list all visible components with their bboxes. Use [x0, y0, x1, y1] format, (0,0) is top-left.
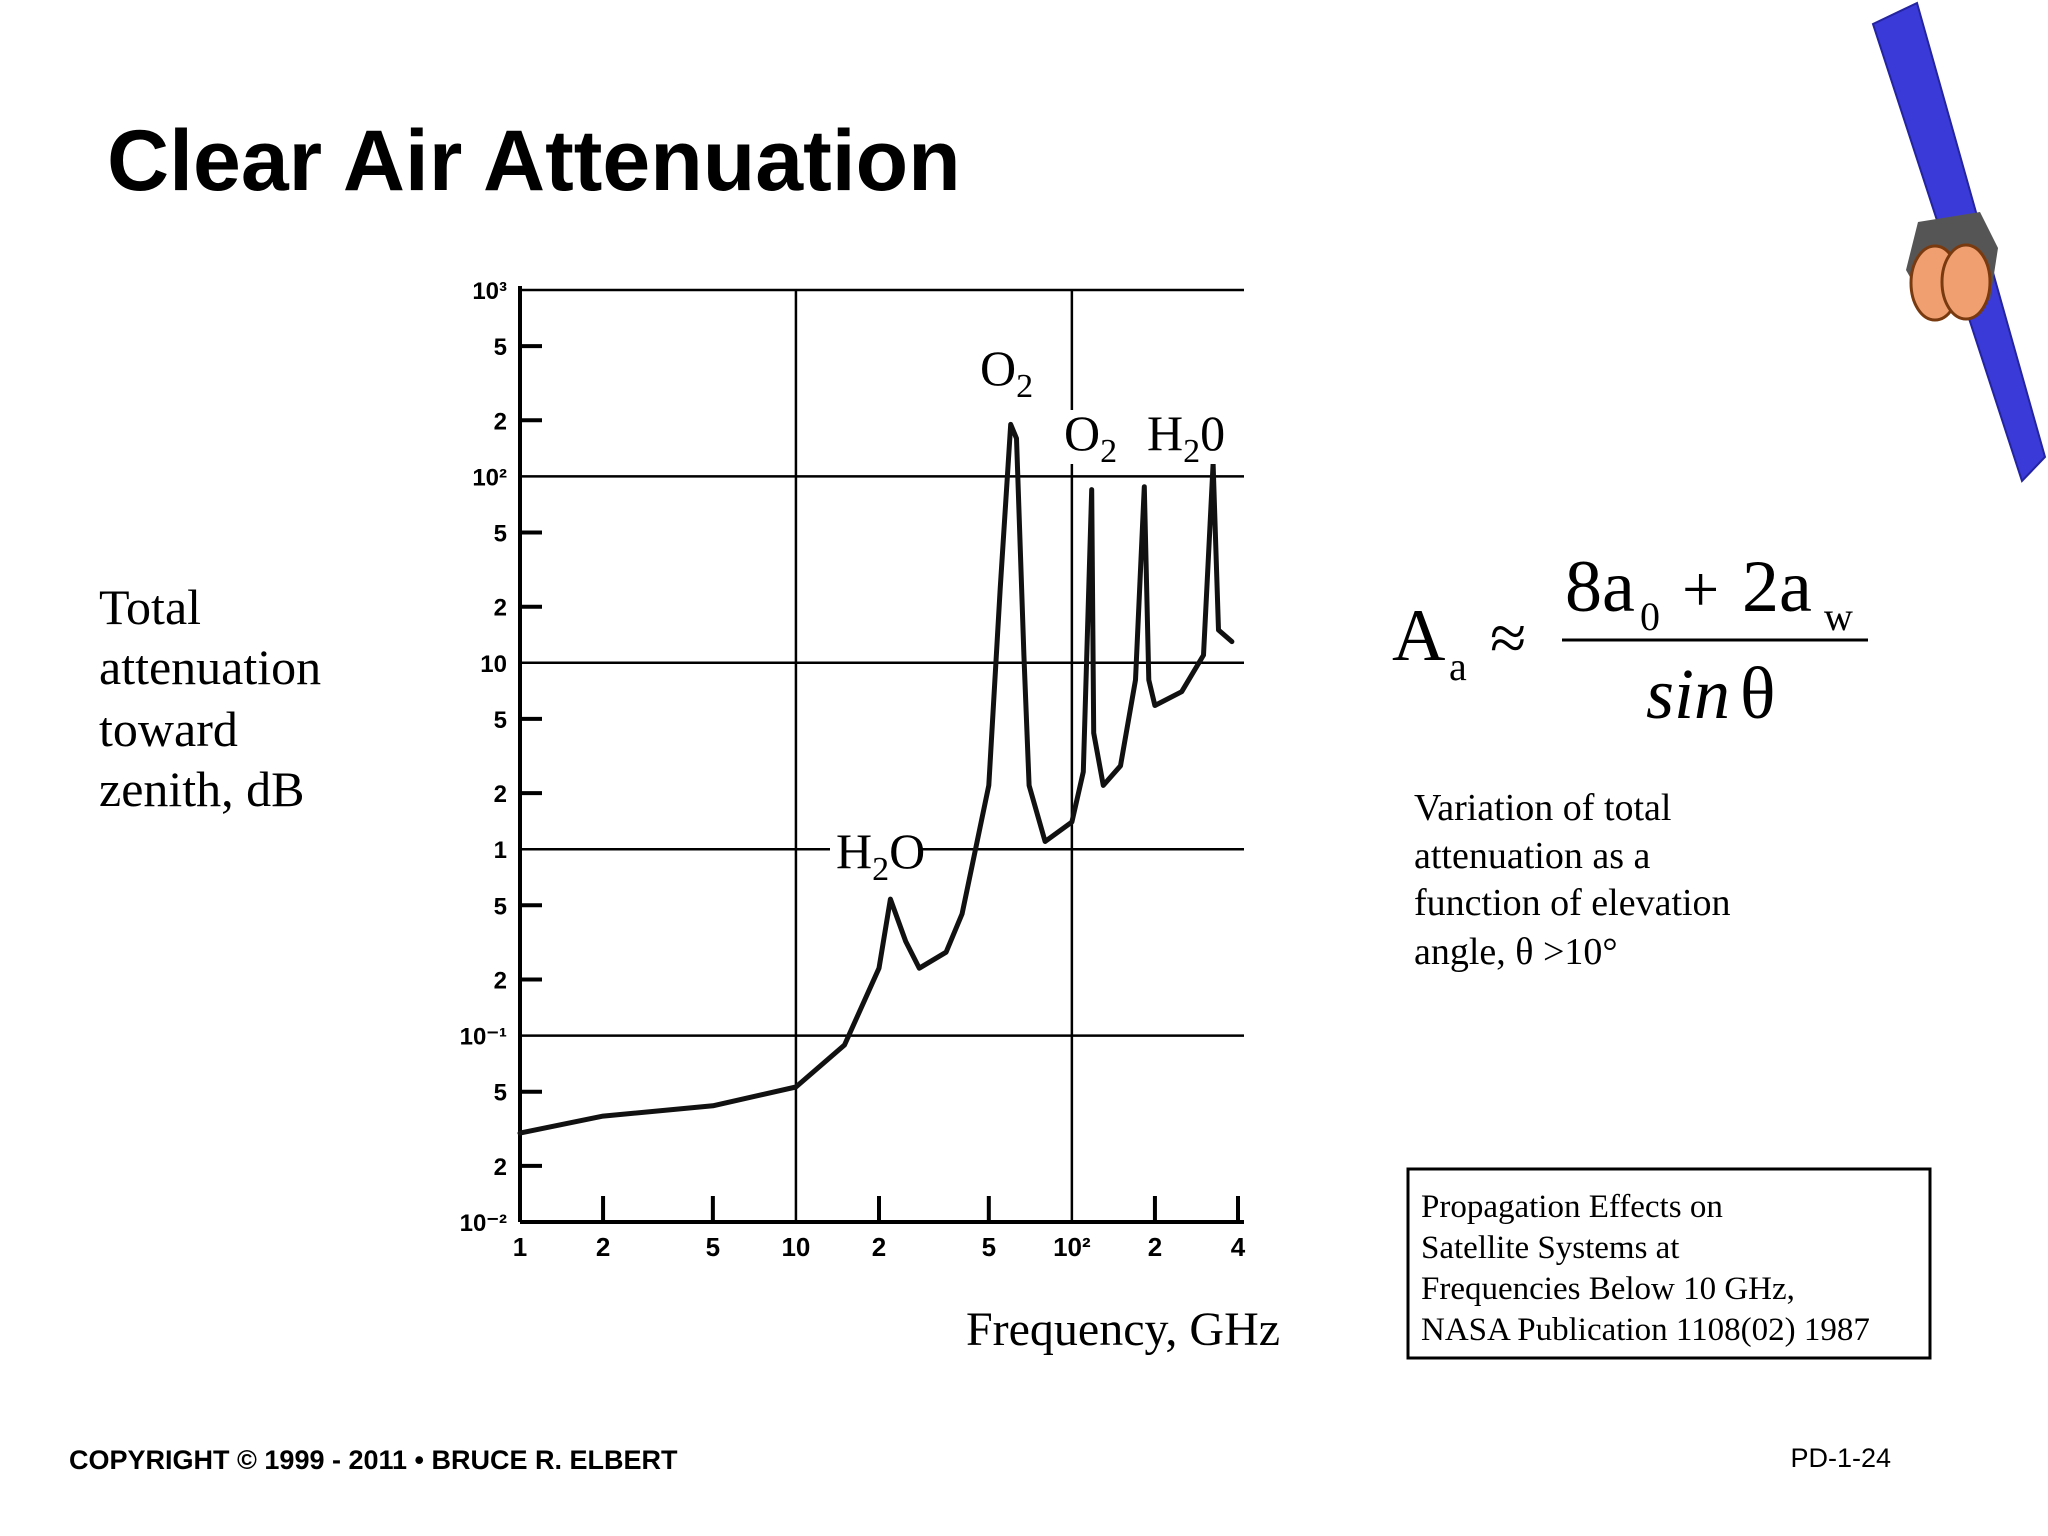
annotation: O2 — [980, 340, 1033, 405]
annotation-text: H — [1147, 405, 1183, 461]
x-tick-label: 2 — [1148, 1232, 1162, 1262]
annotation-sub: 2 — [1183, 433, 1200, 470]
y-axis-label-line: attenuation — [99, 639, 321, 695]
reference-line: Satellite Systems at — [1421, 1230, 1679, 1266]
y-tick-label: 2 — [494, 967, 507, 994]
x-tick-label: 2 — [596, 1232, 610, 1262]
y-axis-label-line: Total — [99, 579, 201, 635]
note: Variation of total attenuation as a func… — [1414, 787, 1731, 973]
y-axis-label-line: zenith, dB — [99, 761, 305, 817]
annotation-rest: 0 — [1200, 405, 1225, 461]
formula-lhs: A — [1392, 595, 1445, 677]
formula-sub: w — [1824, 594, 1853, 639]
formula-den-var: θ — [1740, 653, 1775, 735]
x-tick-label: 1 — [513, 1232, 527, 1262]
plot: 10⁻² 2 5 10⁻¹ 2 5 1 2 5 10 2 5 10² 2 5 10³ 1 2 5 10 2 5 10² 2 4 O… — [460, 278, 1246, 1262]
copyright: COPYRIGHT © 1999 - 2011 • BRUCE R. ELBER… — [69, 1445, 678, 1475]
note-line: function of elevation — [1414, 882, 1731, 924]
x-tick-label: 10 — [781, 1232, 810, 1262]
attenuation-curve — [517, 421, 1235, 1136]
annotation: H2O — [836, 823, 925, 888]
y-tick-label: 2 — [494, 408, 507, 435]
x-tick-label: 2 — [872, 1232, 886, 1262]
y-tick-label: 2 — [494, 595, 507, 622]
x-axis-label: Frequency, GHz — [966, 1303, 1280, 1356]
slide-title: Clear Air Attenuation — [107, 113, 961, 209]
reference-box: Propagation Effects on Satellite Systems… — [1406, 1167, 1932, 1360]
y-tick-label: 1 — [494, 837, 507, 864]
annotation-sub: 2 — [1016, 368, 1033, 405]
annotation-sub: 2 — [872, 851, 889, 888]
y-tick-label: 10³ — [472, 278, 507, 305]
annotation: H20 — [1147, 405, 1225, 470]
y-tick-label: 2 — [494, 1154, 507, 1181]
note-line: Variation of total — [1414, 787, 1671, 829]
x-tick-label: 4 — [1231, 1232, 1246, 1262]
y-tick-label: 5 — [494, 1080, 507, 1107]
note-line: angle, θ >10° — [1414, 931, 1618, 973]
formula-sub: 0 — [1640, 594, 1660, 639]
y-tick-label: 5 — [494, 707, 507, 734]
reference-line: Frequencies Below 10 GHz, — [1421, 1271, 1795, 1307]
annotation-rest: O — [889, 823, 925, 879]
x-tick-label: 5 — [982, 1232, 996, 1262]
y-tick-label: 10⁻¹ — [460, 1024, 507, 1051]
annotation: O2 — [1064, 405, 1117, 470]
y-tick-label: 5 — [494, 334, 507, 361]
satellite-icon — [1871, 1, 2047, 483]
note-line: attenuation as a — [1414, 835, 1650, 877]
y-tick-label: 5 — [494, 893, 507, 920]
reference-line: NASA Publication 1108(02) 1987 — [1421, 1312, 1870, 1348]
annotation-backing — [830, 828, 918, 882]
annotation-text: O — [980, 340, 1016, 396]
formula-lhs-sub: a — [1449, 644, 1467, 689]
reference-line: Propagation Effects on — [1421, 1189, 1723, 1225]
annotation-backing — [1058, 410, 1116, 464]
formula-plus: + — [1682, 553, 1719, 626]
y-axis-label-line: toward — [99, 701, 238, 757]
y-axis-label: Total attenuation toward zenith, dB — [99, 579, 321, 817]
annotation-sub: 2 — [1100, 433, 1117, 470]
reference-border — [1406, 1167, 1932, 1360]
x-tick-label: 5 — [706, 1232, 720, 1262]
y-tick-label: 10 — [480, 651, 507, 678]
formula-den: sin — [1646, 654, 1730, 734]
annotation-text: O — [1064, 405, 1100, 461]
formula-term: 8a — [1565, 546, 1635, 628]
formula-op: ≈ — [1490, 602, 1526, 675]
antenna — [1940, 243, 1992, 321]
y-tick-label: 2 — [494, 781, 507, 808]
formula: A a ≈ 8a 0 + 2a w sin θ — [1392, 546, 1868, 735]
annotation-text: H — [836, 823, 872, 879]
annotation-backing — [1141, 410, 1229, 464]
y-tick-label: 5 — [494, 521, 507, 548]
formula-term: 2a — [1742, 546, 1812, 628]
page-id: PD-1-24 — [1790, 1443, 1891, 1473]
y-tick-label: 10⁻² — [460, 1210, 507, 1237]
annotation-backing — [974, 345, 1032, 399]
x-tick-label: 10² — [1053, 1232, 1091, 1262]
y-tick-label: 10² — [472, 464, 507, 491]
